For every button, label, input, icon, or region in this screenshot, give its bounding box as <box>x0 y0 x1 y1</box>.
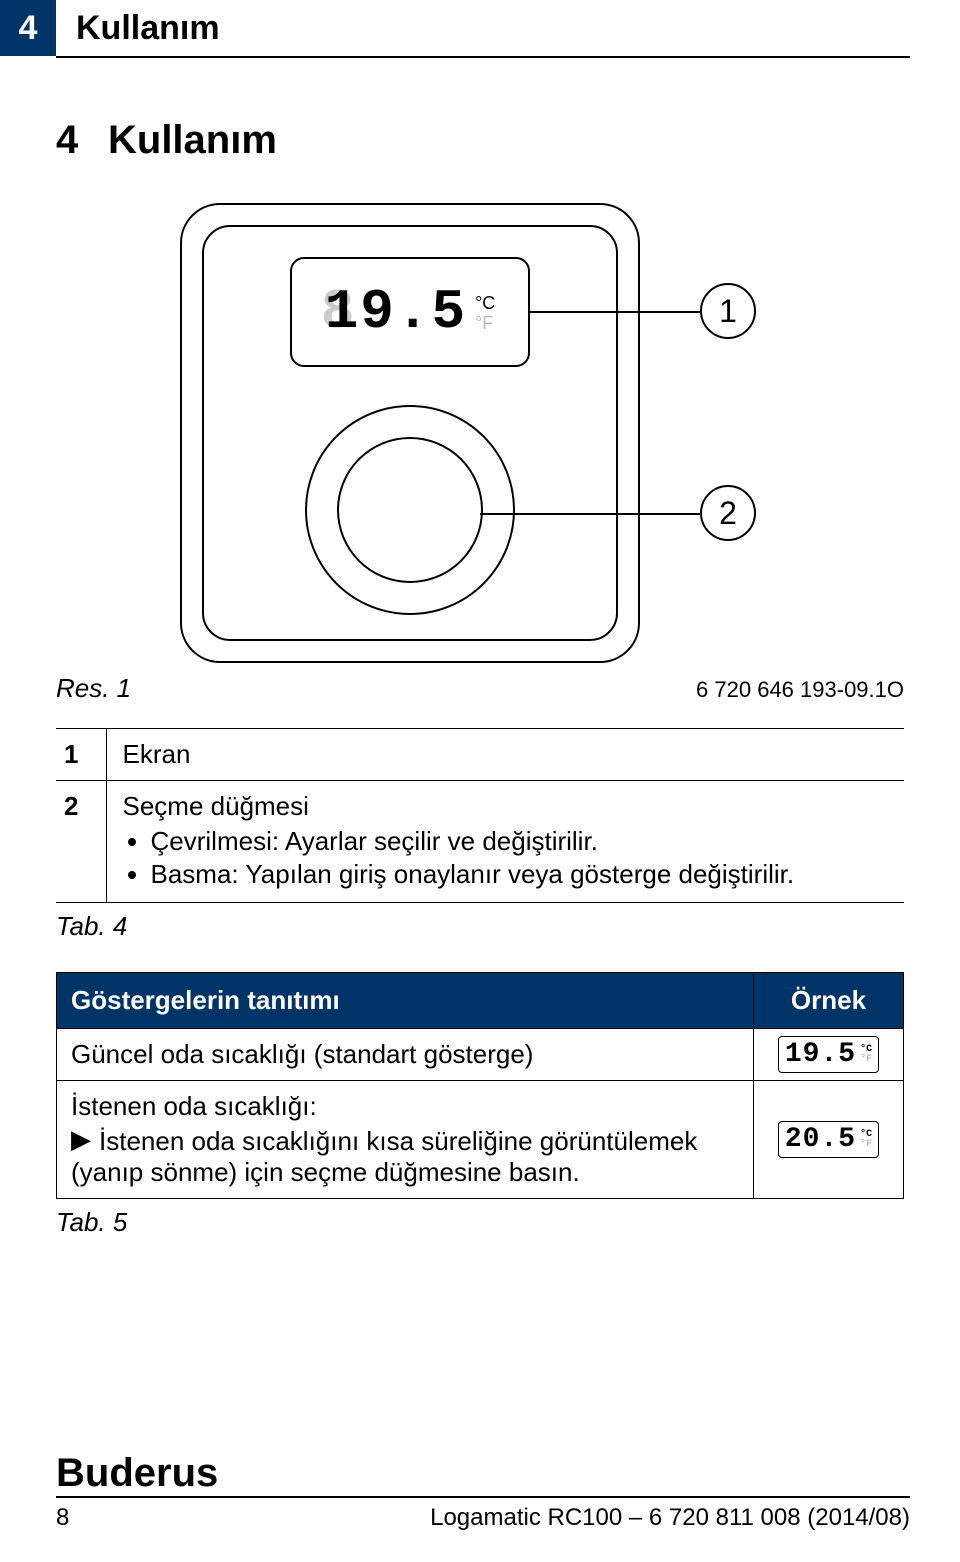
unit-fahrenheit: °F <box>475 314 495 334</box>
table5-caption: Tab. 5 <box>56 1207 904 1238</box>
lcd-value: 19.5 <box>325 280 467 344</box>
figure-caption: Res. 1 <box>56 673 131 704</box>
footer-rule <box>56 1496 910 1498</box>
svg-text:Buderus: Buderus <box>56 1452 218 1495</box>
mini-lcd-2: 20.5 °C°F <box>778 1121 879 1158</box>
table4-caption: Tab. 4 <box>56 911 904 942</box>
device-body: 8 19.5 °C °F <box>180 203 640 663</box>
legend-table: 1 Ekran 2 Seçme düğmesi Çevrilmesi: Ayar… <box>56 728 904 903</box>
section-number: 4 <box>56 118 108 163</box>
legend-bullets: Çevrilmesi: Ayarlar seçilir ve değiştiri… <box>123 826 897 890</box>
footer-row: 8 Logamatic RC100 – 6 720 811 008 (2014/… <box>56 1504 910 1532</box>
legend-label-2: Seçme düğmesi Çevrilmesi: Ayarlar seçili… <box>106 781 904 903</box>
legend-bullet-2: Basma: Yapılan giriş onaylanır veya göst… <box>151 859 897 890</box>
display-row1-example: 19.5 °C°F <box>754 1029 904 1081</box>
display-header-left: Göstergelerin tanıtımı <box>57 973 754 1029</box>
display-row2-text: İstenen oda sıcaklığı: ▶İstenen oda sıca… <box>57 1081 754 1199</box>
device-dial-inner <box>337 437 483 583</box>
section-title: Kullanım <box>108 118 277 162</box>
page-footer: Buderus 8 Logamatic RC100 – 6 720 811 00… <box>56 1452 910 1532</box>
display-row-1: Güncel oda sıcaklığı (standart gösterge)… <box>57 1029 904 1081</box>
mini-unit-c-2: °C <box>860 1130 872 1140</box>
unit-celsius: °C <box>475 294 495 314</box>
figure-caption-row: Res. 1 6 720 646 193-09.1O <box>56 673 904 704</box>
callout-2: 2 <box>700 485 756 541</box>
legend-row-1: 1 Ekran <box>56 729 904 781</box>
lcd-units: °C °F <box>475 294 495 334</box>
mini-lcd-1-value: 19.5 <box>785 1039 856 1070</box>
header-section-title: Kullanım <box>56 0 220 56</box>
mini-lcd-2-value: 20.5 <box>785 1124 856 1155</box>
page-header: 4 Kullanım <box>0 0 960 56</box>
display-row-2: İstenen oda sıcaklığı: ▶İstenen oda sıca… <box>57 1081 904 1199</box>
triangle-bullet-icon: ▶ <box>71 1124 91 1155</box>
legend-row-2: 2 Seçme düğmesi Çevrilmesi: Ayarlar seçi… <box>56 781 904 903</box>
display-row2-bullet: ▶İstenen oda sıcaklığını kısa süreliğine… <box>71 1126 739 1188</box>
lcd-reading: 8 19.5 <box>325 280 467 344</box>
legend-bullet-1: Çevrilmesi: Ayarlar seçilir ve değiştiri… <box>151 826 897 857</box>
callout-1-label: 1 <box>719 293 737 330</box>
legend-label-2-title: Seçme düğmesi <box>123 791 309 821</box>
device-figure: 8 19.5 °C °F 1 2 <box>180 203 780 663</box>
device-lcd: 8 19.5 °C °F <box>290 257 530 367</box>
display-table-header: Göstergelerin tanıtımı Örnek <box>57 973 904 1029</box>
callout-2-label: 2 <box>719 495 737 532</box>
mini-unit-c-1: °C <box>860 1045 872 1055</box>
mini-lcd-1: 19.5 °C°F <box>778 1036 879 1073</box>
display-row2-example: 20.5 °C°F <box>754 1081 904 1199</box>
section-heading: 4Kullanım <box>56 118 904 163</box>
mini-unit-f-1: °F <box>860 1055 872 1065</box>
header-section-number: 4 <box>0 0 56 56</box>
doc-reference: Logamatic RC100 – 6 720 811 008 (2014/08… <box>430 1504 910 1532</box>
display-table: Göstergelerin tanıtımı Örnek Güncel oda … <box>56 972 904 1199</box>
legend-num-1: 1 <box>56 729 106 781</box>
display-header-right: Örnek <box>754 973 904 1029</box>
display-row1-text: Güncel oda sıcaklığı (standart gösterge) <box>57 1029 754 1081</box>
brand-logo: Buderus <box>56 1452 246 1496</box>
callout-line-2 <box>480 513 700 515</box>
legend-num-2: 2 <box>56 781 106 903</box>
display-row2-bullet-text: İstenen oda sıcaklığını kısa süreliğine … <box>71 1126 697 1187</box>
page-number: 8 <box>56 1504 69 1532</box>
device-dial <box>305 405 515 615</box>
legend-label-1: Ekran <box>106 729 904 781</box>
display-row2-line1: İstenen oda sıcaklığı: <box>71 1091 739 1122</box>
callout-line-1 <box>530 311 700 313</box>
figure-code: 6 720 646 193-09.1O <box>696 677 904 703</box>
mini-unit-f-2: °F <box>860 1140 872 1150</box>
callout-1: 1 <box>700 283 756 339</box>
